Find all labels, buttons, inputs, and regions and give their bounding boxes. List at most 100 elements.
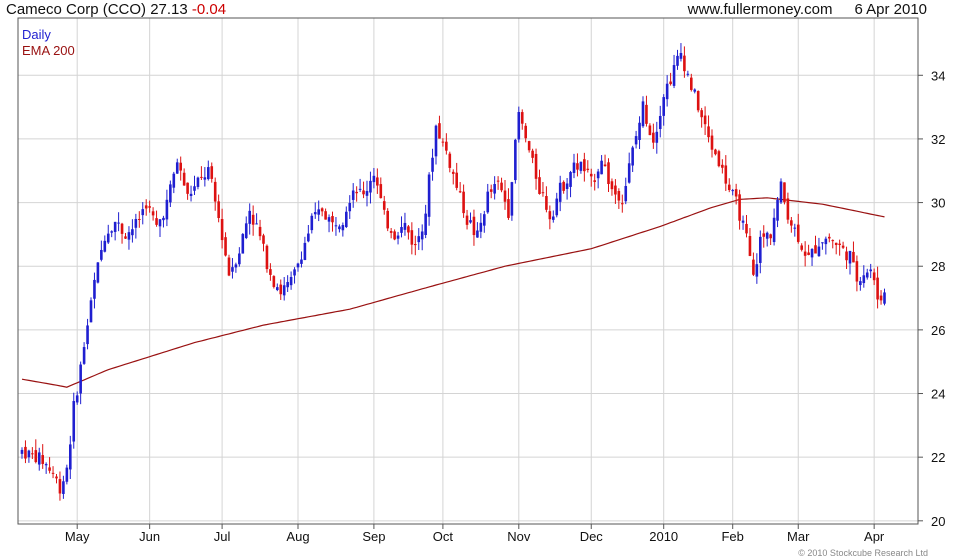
- candle-body: [407, 226, 410, 233]
- candle-body: [220, 218, 224, 241]
- candle-body: [100, 249, 103, 260]
- candle-body: [358, 188, 362, 190]
- candle-body: [44, 464, 48, 466]
- candle-body: [24, 446, 27, 459]
- candle-body: [448, 153, 452, 168]
- legend-daily: Daily: [22, 27, 51, 42]
- candle-body: [65, 467, 69, 482]
- candles-layer: [20, 43, 886, 501]
- candle-body: [62, 481, 65, 494]
- candle-body: [158, 219, 162, 227]
- candle-body: [172, 173, 176, 188]
- candle-body: [745, 223, 748, 234]
- x-tick-label: Jun: [139, 529, 160, 544]
- candle-body: [231, 267, 234, 272]
- candle-body: [369, 180, 372, 193]
- candle-body: [600, 160, 603, 175]
- candle-body: [82, 347, 86, 364]
- candle-body: [489, 189, 493, 192]
- candle-body: [117, 222, 120, 224]
- candle-body: [420, 231, 424, 240]
- candle-body: [645, 104, 648, 124]
- candle-body: [331, 216, 334, 223]
- candle-body: [355, 191, 358, 194]
- candle-body: [431, 157, 434, 172]
- candle-body: [396, 235, 400, 239]
- candle-body: [852, 251, 855, 263]
- candle-body: [714, 149, 717, 155]
- candle-body: [476, 230, 479, 238]
- candle-body: [545, 196, 548, 210]
- candle-body: [465, 215, 469, 225]
- website-label[interactable]: www.fullermoney.com: [687, 1, 833, 18]
- candle-body: [469, 220, 472, 223]
- candle-body: [34, 450, 38, 463]
- y-axis-ticks: 20 22 24 26 28 30 32 34: [918, 68, 945, 529]
- chart-header-left: Cameco Corp (CCO) 27.13 -0.04: [6, 1, 226, 18]
- x-axis-ticks: May Jun Jul Aug Sep Oct Nov Dec 2010 Feb Mar Apr: [65, 524, 885, 544]
- candle-body: [345, 211, 348, 228]
- candle-body: [289, 277, 293, 286]
- candle-body: [800, 245, 803, 250]
- candle-body: [641, 101, 645, 127]
- candle-body: [265, 245, 269, 270]
- candle-body: [327, 217, 331, 222]
- candle-body: [131, 229, 134, 236]
- candle-body: [141, 209, 145, 216]
- candle-body: [503, 190, 507, 202]
- candle-body: [41, 455, 44, 464]
- candle-body: [589, 173, 593, 177]
- candle-body: [37, 452, 41, 465]
- candle-body: [379, 184, 383, 199]
- x-tick-label: Nov: [507, 529, 531, 544]
- candle-body: [479, 222, 483, 232]
- candle-body: [455, 172, 458, 188]
- candle-body: [427, 174, 431, 217]
- candle-body: [796, 224, 800, 242]
- candle-body: [217, 201, 220, 219]
- candle-body: [213, 181, 217, 202]
- candle-body: [879, 295, 883, 301]
- candle-body: [438, 123, 441, 139]
- candle-body: [124, 236, 127, 239]
- candle-body: [445, 141, 448, 151]
- candle-body: [496, 180, 500, 182]
- grid-lines: [18, 18, 918, 524]
- candle-body: [424, 213, 427, 235]
- candle-body: [400, 227, 403, 233]
- candle-body: [441, 141, 445, 143]
- x-tick-label: 2010: [649, 529, 678, 544]
- candle-body: [810, 248, 814, 258]
- candle-body: [134, 218, 138, 228]
- x-tick-label: May: [65, 529, 90, 544]
- candle-body: [793, 227, 797, 229]
- candle-body: [541, 192, 545, 194]
- candle-body: [558, 182, 562, 202]
- candle-body: [572, 162, 576, 174]
- candle-body: [717, 151, 721, 167]
- candle-body: [262, 235, 265, 244]
- candle-body: [234, 264, 238, 268]
- candle-body: [493, 184, 496, 194]
- candle-body: [631, 147, 634, 166]
- y-tick-label: 30: [931, 196, 945, 211]
- candle-body: [765, 232, 769, 239]
- candle-body: [272, 276, 276, 287]
- candle-body: [386, 210, 389, 229]
- candle-body: [458, 191, 462, 193]
- candle-body: [79, 364, 82, 394]
- candle-body: [621, 203, 624, 205]
- candle-body: [320, 208, 324, 212]
- candle-body: [110, 231, 113, 233]
- candle-body: [255, 223, 258, 225]
- candle-body: [248, 210, 251, 224]
- candle-body: [679, 52, 683, 59]
- candle-body: [845, 251, 848, 261]
- candle-body: [317, 209, 320, 215]
- x-tick-label: Jul: [214, 529, 231, 544]
- candle-body: [707, 126, 710, 138]
- candle-body: [724, 165, 728, 184]
- security-name: Cameco Corp (CCO): [6, 1, 147, 18]
- candle-body: [241, 234, 245, 254]
- candle-body: [710, 135, 714, 150]
